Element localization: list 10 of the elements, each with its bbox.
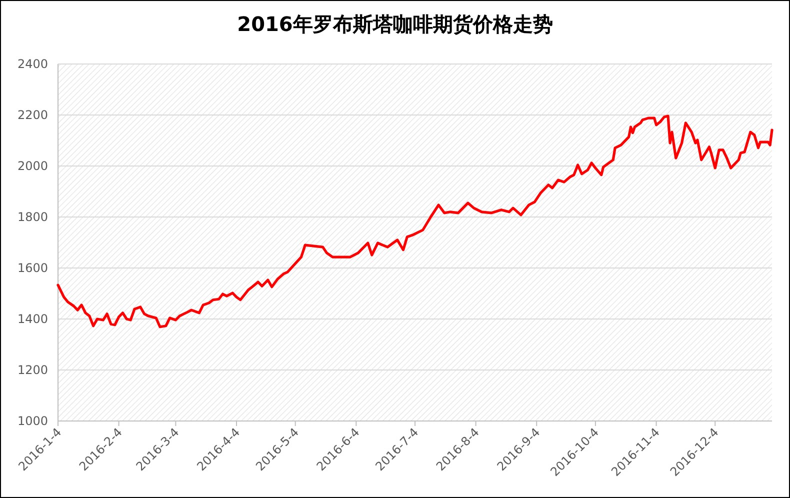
y-tick-label: 1000 — [17, 414, 48, 428]
y-tick-label: 2000 — [17, 159, 48, 173]
y-tick-label: 2200 — [17, 108, 48, 122]
line-series — [56, 114, 774, 328]
y-tick-label: 1600 — [17, 261, 48, 275]
chart-title: 2016年罗布斯塔咖啡期货价格走势 — [237, 12, 553, 36]
y-tick-label: 2400 — [17, 57, 48, 71]
y-tick-label: 1400 — [17, 312, 48, 326]
y-tick-label: 1200 — [17, 363, 48, 377]
y-tick-label: 1800 — [17, 210, 48, 224]
